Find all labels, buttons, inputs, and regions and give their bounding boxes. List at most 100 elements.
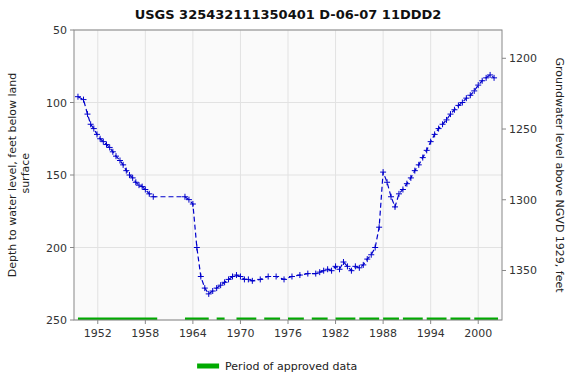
data-point	[150, 194, 156, 200]
data-point	[337, 266, 343, 272]
data-point	[142, 187, 148, 193]
data-point	[202, 285, 208, 291]
data-point	[360, 262, 366, 268]
x-tick-label: 1976	[274, 327, 302, 340]
y2-tick	[502, 270, 506, 271]
data-line	[78, 75, 494, 294]
y-grid-line	[74, 247, 502, 248]
data-point	[218, 282, 224, 288]
data-point	[273, 274, 279, 280]
data-point	[428, 139, 434, 145]
data-point	[451, 107, 457, 113]
data-point	[289, 274, 295, 280]
y-tick	[70, 102, 74, 103]
x-tick-label: 1988	[369, 327, 397, 340]
data-point	[146, 191, 152, 197]
y-tick-label: 50	[53, 24, 67, 37]
data-point	[463, 95, 469, 101]
x-tick-label: 1982	[322, 327, 350, 340]
data-point	[348, 268, 354, 274]
background	[0, 0, 576, 384]
data-point	[182, 194, 188, 200]
x-tick-label: 1958	[131, 327, 159, 340]
x-tick	[478, 320, 479, 324]
data-point	[281, 276, 287, 282]
data-point	[100, 139, 106, 145]
data-point	[333, 263, 339, 269]
data-point	[297, 272, 303, 278]
plot-frame	[74, 30, 502, 320]
data-point	[139, 184, 145, 190]
legend-label: Period of approved data	[225, 360, 357, 373]
data-point	[424, 147, 430, 153]
x-tick	[335, 320, 336, 324]
y-axis-label: Depth to water level, feet below land su…	[6, 73, 32, 278]
data-point	[210, 288, 216, 294]
data-point	[471, 88, 477, 94]
y2-axis-label: Groundwater level above NGVD 1929, feet	[553, 57, 566, 293]
data-point	[483, 75, 489, 81]
data-point	[186, 197, 192, 203]
x-tick-label: 1994	[417, 327, 445, 340]
y-axis-label-line: Depth to water level, feet below land	[6, 73, 19, 278]
y2-tick-label: 1200	[509, 52, 537, 65]
y-grid-line	[74, 175, 502, 176]
data-point	[110, 149, 116, 155]
y2-tick-label: 1350	[509, 264, 537, 277]
x-tick-label: 1952	[84, 327, 112, 340]
data-point	[412, 168, 418, 174]
data-point	[103, 142, 109, 148]
x-tick	[97, 320, 98, 324]
data-point	[317, 269, 323, 275]
y-tick-label: 150	[46, 169, 67, 182]
data-point	[233, 272, 239, 278]
data-point	[436, 126, 442, 132]
data-point	[408, 175, 414, 181]
data-point	[120, 162, 126, 168]
x-tick-label: 2000	[464, 327, 492, 340]
data-point	[404, 181, 410, 187]
data-point	[190, 201, 196, 207]
y2-tick	[502, 58, 506, 59]
x-tick	[240, 320, 241, 324]
chart: 1952195819641970197619821988199420005010…	[0, 0, 576, 384]
data-point	[222, 279, 228, 285]
data-layer	[75, 72, 498, 320]
data-point	[198, 274, 204, 280]
data-point	[321, 268, 327, 274]
data-point	[447, 111, 453, 117]
data-point	[214, 285, 220, 291]
data-point	[230, 274, 236, 280]
data-point	[467, 92, 473, 98]
data-point	[475, 82, 481, 88]
data-point	[313, 271, 319, 277]
y-tick-label: 100	[46, 97, 67, 110]
y2-tick-label: 1300	[509, 194, 537, 207]
y2-tick	[502, 129, 506, 130]
data-point	[384, 179, 390, 185]
data-point	[257, 276, 263, 282]
x-tick	[288, 320, 289, 324]
data-point	[416, 162, 422, 168]
title: USGS 325432111350401 D-06-07 11DDD2	[135, 7, 442, 22]
data-point	[455, 102, 461, 108]
y-tick	[70, 175, 74, 176]
data-point	[479, 78, 485, 84]
data-point	[206, 291, 212, 297]
data-point	[130, 175, 136, 181]
data-point	[94, 131, 100, 137]
data-point	[368, 252, 374, 258]
data-point	[459, 100, 465, 106]
x-tick	[192, 320, 193, 324]
data-point	[376, 224, 382, 230]
data-point	[136, 182, 142, 188]
data-point	[325, 266, 331, 272]
grid	[74, 30, 502, 320]
y2-tick	[502, 199, 506, 200]
data-point	[97, 136, 103, 142]
data-point	[113, 153, 119, 159]
y-grid-line	[74, 102, 502, 103]
data-point	[352, 263, 358, 269]
data-point	[84, 111, 90, 117]
data-point	[133, 179, 139, 185]
